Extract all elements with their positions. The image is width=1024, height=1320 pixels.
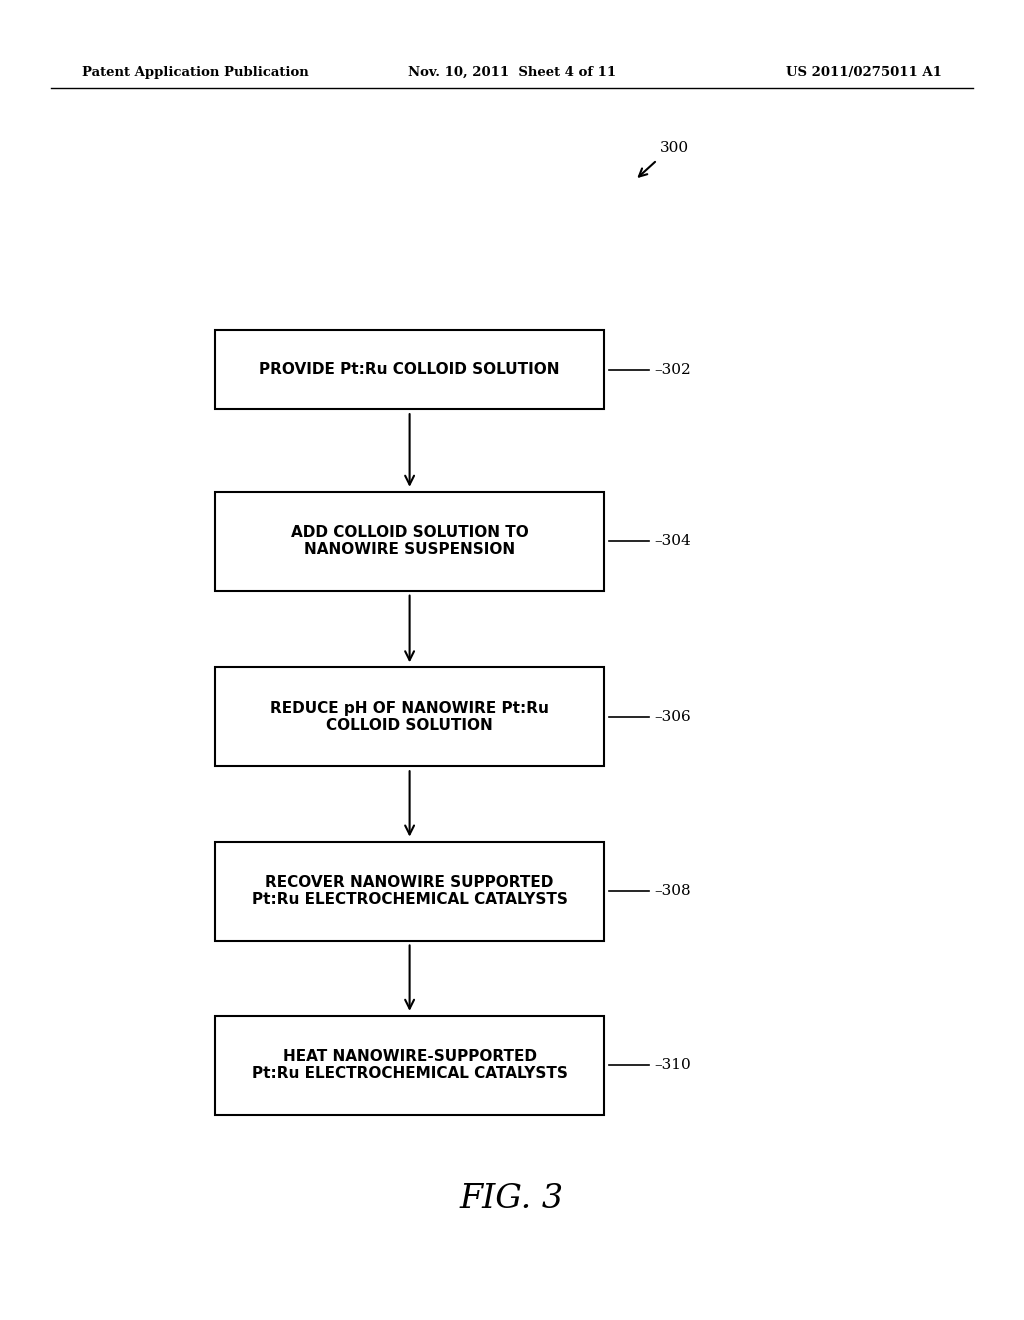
Bar [215, 668, 604, 766]
Text: REDUCE pH OF NANOWIRE Pt:Ru
COLLOID SOLUTION: REDUCE pH OF NANOWIRE Pt:Ru COLLOID SOLU… [270, 701, 549, 733]
Text: –308: –308 [654, 884, 691, 898]
Text: –306: –306 [654, 710, 691, 723]
Bar [215, 842, 604, 940]
Bar [215, 492, 604, 591]
Bar [215, 330, 604, 409]
Text: Nov. 10, 2011  Sheet 4 of 11: Nov. 10, 2011 Sheet 4 of 11 [408, 66, 616, 78]
Text: –310: –310 [654, 1059, 691, 1072]
Text: –302: –302 [654, 363, 691, 376]
Text: 300: 300 [660, 141, 689, 154]
Text: Patent Application Publication: Patent Application Publication [82, 66, 308, 78]
Text: –304: –304 [654, 535, 691, 548]
Text: RECOVER NANOWIRE SUPPORTED
Pt:Ru ELECTROCHEMICAL CATALYSTS: RECOVER NANOWIRE SUPPORTED Pt:Ru ELECTRO… [252, 875, 567, 907]
Text: US 2011/0275011 A1: US 2011/0275011 A1 [786, 66, 942, 78]
Text: FIG. 3: FIG. 3 [460, 1183, 564, 1214]
Text: ADD COLLOID SOLUTION TO
NANOWIRE SUSPENSION: ADD COLLOID SOLUTION TO NANOWIRE SUSPENS… [291, 525, 528, 557]
Text: PROVIDE Pt:Ru COLLOID SOLUTION: PROVIDE Pt:Ru COLLOID SOLUTION [259, 362, 560, 378]
Bar [215, 1016, 604, 1114]
Text: HEAT NANOWIRE-SUPPORTED
Pt:Ru ELECTROCHEMICAL CATALYSTS: HEAT NANOWIRE-SUPPORTED Pt:Ru ELECTROCHE… [252, 1049, 567, 1081]
